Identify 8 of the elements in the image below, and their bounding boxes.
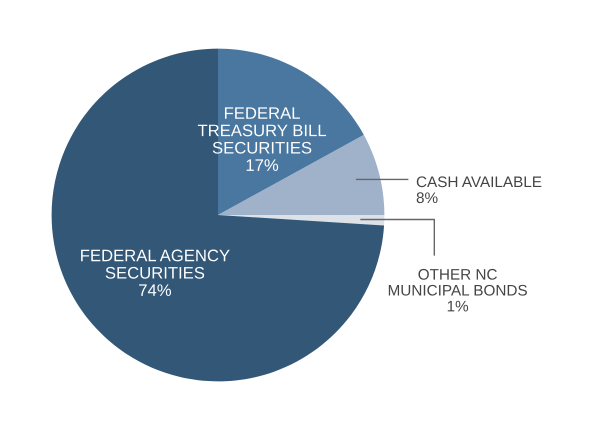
data-label: 8% xyxy=(416,192,438,204)
slice-label: FEDERAL TREASURY BILL SECURITIES xyxy=(198,107,326,154)
slice-label: CASH AVAILABLE xyxy=(416,176,542,188)
slice-label: FEDERAL AGENCY SECURITIES xyxy=(81,250,230,279)
data-label: 1% xyxy=(448,300,468,312)
data-label: 74% xyxy=(139,284,172,296)
data-label: 17% xyxy=(246,159,278,171)
slice-label: OTHER NC MUNICIPAL BONDS xyxy=(388,268,527,296)
